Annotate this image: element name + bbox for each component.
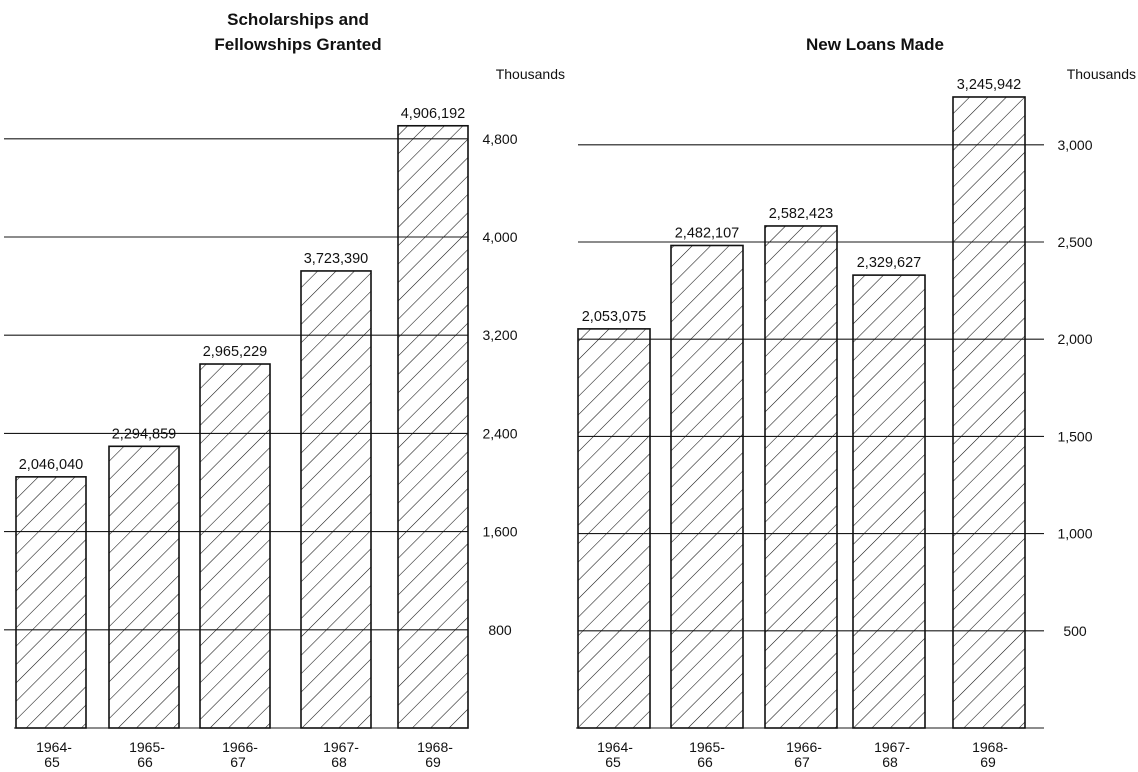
loans-value-label: 2,053,075 <box>582 309 647 325</box>
scholarships-bar <box>397 124 469 729</box>
loans-category-label-line-1: 1964- <box>597 739 633 755</box>
scholarships-category-label-line-2: 68 <box>331 754 347 770</box>
loans-ytick-label: 3,000 <box>1057 137 1092 153</box>
loans-bar <box>852 274 926 729</box>
scholarships-category-label-line-1: 1965- <box>129 739 165 755</box>
loans-category-label-line-2: 65 <box>605 754 621 770</box>
loans-category-label-line-1: 1965- <box>689 739 725 755</box>
loans-ytick-label: 2,000 <box>1057 331 1092 347</box>
scholarships-category-label-line-2: 65 <box>44 754 60 770</box>
scholarships-category-label-line-2: 66 <box>137 754 153 770</box>
loans-value-label: 2,329,627 <box>857 255 922 271</box>
loans-value-label: 2,482,107 <box>675 225 740 241</box>
scholarships-value-label: 2,965,229 <box>203 344 268 360</box>
scholarships-category-label-line-2: 67 <box>230 754 246 770</box>
loans-ytick-label: 1,500 <box>1057 428 1092 444</box>
scholarships-chart: Scholarships and Fellowships Granted Thous… <box>4 10 565 770</box>
loans-bar <box>764 225 838 729</box>
scholarships-ytick-label: 4,800 <box>482 131 517 147</box>
scholarships-title-line-2: Fellowships Granted <box>214 35 381 54</box>
loans-bar <box>577 328 651 729</box>
loans-ytick-label: 1,000 <box>1057 526 1092 542</box>
scholarships-category-label-line-2: 69 <box>425 754 441 770</box>
scholarships-value-label: 4,906,192 <box>401 106 466 122</box>
scholarships-bar <box>108 445 180 729</box>
scholarships-ytick-label: 3,200 <box>482 327 517 343</box>
scholarships-unit-label: Thousands <box>496 66 565 82</box>
scholarships-category-label-line-1: 1968- <box>417 739 453 755</box>
loans-category-label-line-1: 1967- <box>874 739 910 755</box>
loans-category-label-line-2: 66 <box>697 754 713 770</box>
scholarships-ytick-label: 800 <box>488 622 512 638</box>
loans-category-label-line-1: 1968- <box>972 739 1008 755</box>
loans-bar <box>952 96 1026 729</box>
scholarships-title-line-1: Scholarships and <box>227 10 369 29</box>
loans-ytick-label: 500 <box>1063 623 1087 639</box>
loans-category-label-line-1: 1966- <box>786 739 822 755</box>
scholarships-bar <box>15 476 87 729</box>
loans-ytick-label: 2,500 <box>1057 234 1092 250</box>
scholarships-category-label-line-1: 1964- <box>36 739 72 755</box>
scholarships-ytick-label: 2,400 <box>482 425 517 441</box>
loans-unit-label: Thousands <box>1067 66 1136 82</box>
loans-category-label-line-2: 69 <box>980 754 996 770</box>
loans-bar <box>670 244 744 729</box>
loans-value-label: 2,582,423 <box>769 206 834 222</box>
scholarships-value-label: 2,046,040 <box>19 457 84 473</box>
loans-chart: New Loans Made Thousands 500 1,000 1,500 2,00… <box>576 35 1136 770</box>
scholarships-value-label: 2,294,859 <box>112 426 177 442</box>
scholarships-category-label-line-1: 1966- <box>222 739 258 755</box>
loans-category-label-line-2: 67 <box>794 754 810 770</box>
scholarships-category-label-line-1: 1967- <box>323 739 359 755</box>
scholarships-bar <box>199 363 271 729</box>
scholarships-ytick-label: 1,600 <box>482 524 517 540</box>
scholarships-ytick-label: 4,000 <box>482 229 517 245</box>
loans-title-line-1: New Loans Made <box>806 35 944 54</box>
scholarships-bar <box>300 270 372 729</box>
loans-category-label-line-2: 68 <box>882 754 898 770</box>
loans-value-label: 3,245,942 <box>957 77 1022 93</box>
scholarships-value-label: 3,723,390 <box>304 251 369 267</box>
